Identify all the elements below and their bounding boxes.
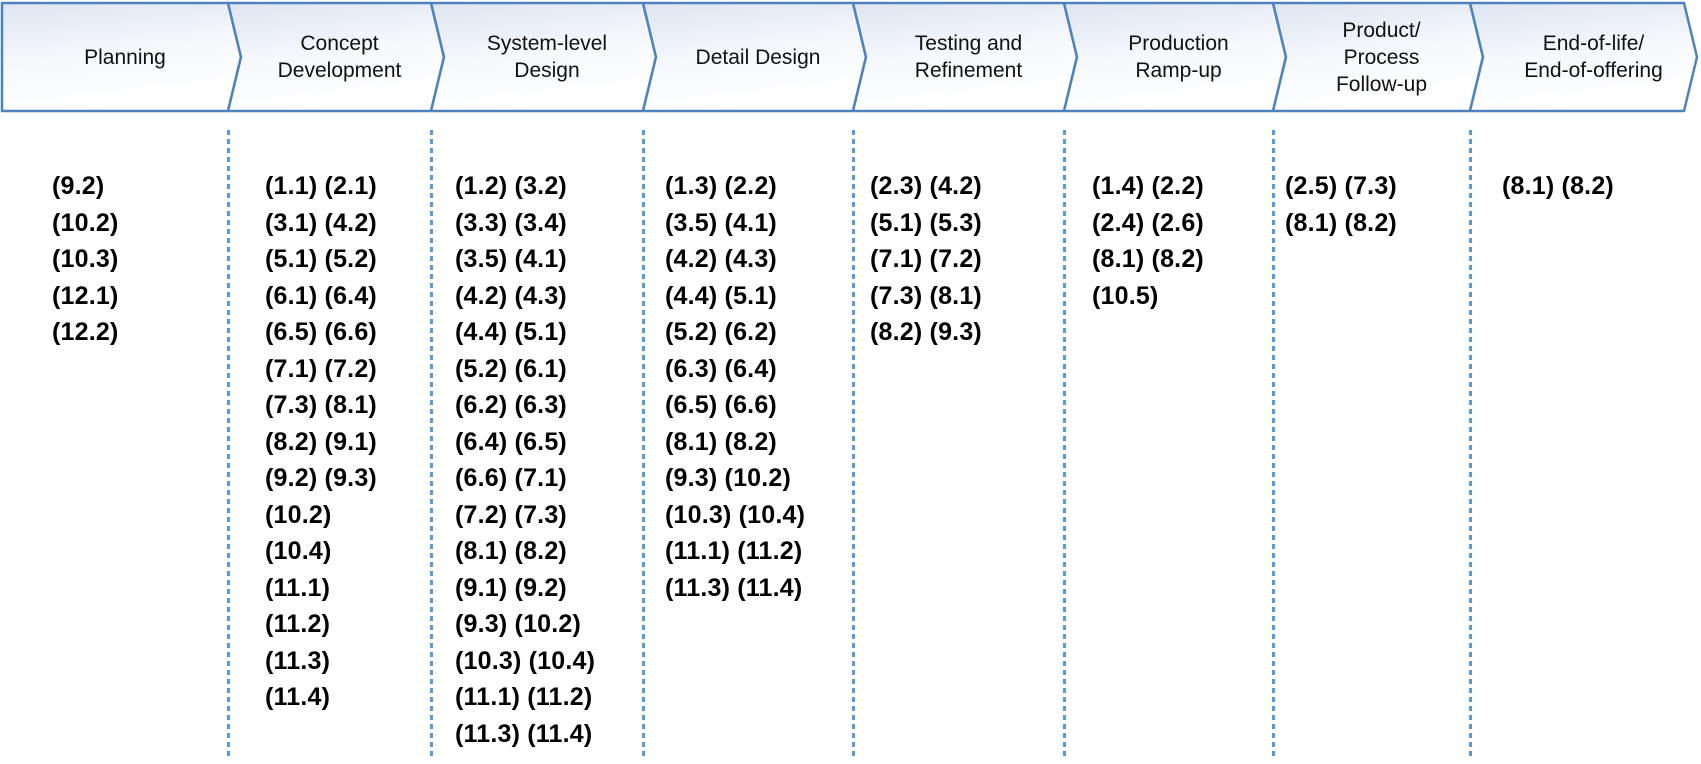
clause-ref-line: (11.1) (11.2) xyxy=(455,683,593,711)
clause-ref-line: (3.5) (4.1) xyxy=(455,245,567,273)
clause-ref-line: (8.1) (8.2) xyxy=(1285,208,1397,237)
clause-ref-line: (10.3) (10.4) xyxy=(665,500,806,529)
stage-column: (1.4) (2.2) (2.4) (2.6) (8.1) (8.2) (10.5) xyxy=(1092,168,1204,314)
clause-ref-line: (1.2) (3.2) xyxy=(455,172,567,200)
stage-chevron-shape xyxy=(1062,1,1288,113)
clause-ref-line: (2.5) (7.3) xyxy=(1285,172,1397,200)
clause-ref-line: (1.1) (2.1) xyxy=(265,172,377,200)
clause-ref-line: (6.5) (6.6) xyxy=(665,391,777,419)
clause-ref-line: (11.1) xyxy=(265,573,331,602)
clause-ref-line: (4.2) (4.3) xyxy=(665,245,777,273)
clause-ref-line: (5.1) (5.3) xyxy=(870,208,982,237)
clause-ref-line: (3.1) (4.2) xyxy=(265,208,377,237)
clause-ref-line: (6.3) (6.4) xyxy=(665,354,777,383)
clause-ref-line: (2.4) (2.6) xyxy=(1092,208,1204,237)
clause-ref-line: (5.2) (6.1) xyxy=(455,354,567,383)
stage-column: (1.2) (3.2) (3.3) (3.4) (3.5) (4.1) (4.2) (… xyxy=(455,168,595,752)
clause-ref-line: (3.3) (3.4) xyxy=(455,208,567,237)
stage-chevron-shape xyxy=(1468,1,1699,113)
clause-ref-line: (10.2) xyxy=(52,208,119,237)
clause-ref-line: (7.3) (8.1) xyxy=(265,391,377,419)
stage-chevron-shape xyxy=(429,1,658,113)
clause-ref-line: (3.5) (4.1) xyxy=(665,208,777,237)
clause-ref-line: (10.3) (10.4) xyxy=(455,646,596,675)
stage-column: (9.2) (10.2) (10.3) (12.1) (12.2) xyxy=(52,168,119,351)
stage-chevron-shape xyxy=(851,1,1079,113)
clause-ref-line: (6.2) (6.3) xyxy=(455,391,567,419)
clause-ref-line: (6.4) (6.5) xyxy=(455,427,567,456)
clause-ref-line: (7.1) (7.2) xyxy=(265,354,377,383)
column-separator xyxy=(1469,130,1472,757)
clause-ref-line: (9.3) (10.2) xyxy=(665,464,792,492)
stage-column: (8.1) (8.2) xyxy=(1502,168,1614,205)
clause-ref-line: (4.4) (5.1) xyxy=(455,318,567,346)
stage-column: (1.1) (2.1) (3.1) (4.2) (5.1) (5.2) (6.1) (… xyxy=(265,168,377,716)
clause-ref-line: (7.3) (8.1) xyxy=(870,281,982,310)
clause-ref-line: (6.1) (6.4) xyxy=(265,281,377,310)
clause-ref-line: (6.6) (7.1) xyxy=(455,464,567,492)
stage-chevron-shape xyxy=(0,1,243,113)
stage-chevron-shape xyxy=(641,1,868,113)
clause-ref-line: (11.3) (11.4) xyxy=(455,719,593,748)
clause-ref-line: (10.2) xyxy=(265,500,332,529)
clause-ref-line: (12.1) xyxy=(52,281,119,310)
stage-chevron-shape xyxy=(1271,1,1485,113)
clause-ref-line: (4.2) (4.3) xyxy=(455,281,567,310)
clause-ref-line: (10.4) xyxy=(265,537,332,565)
stage-column: (2.3) (4.2) (5.1) (5.3) (7.1) (7.2) (7.3) (… xyxy=(870,168,982,351)
clause-ref-line: (8.1) (8.2) xyxy=(1502,172,1614,200)
clause-ref-line: (9.3) (10.2) xyxy=(455,610,582,638)
clause-ref-line: (7.1) (7.2) xyxy=(870,245,982,273)
stage-column: (1.3) (2.2) (3.5) (4.1) (4.2) (4.3) (4.4) (… xyxy=(665,168,805,606)
clause-ref-line: (1.3) (2.2) xyxy=(665,172,777,200)
clause-ref-line: (8.2) (9.1) xyxy=(265,427,377,456)
column-separator xyxy=(430,130,433,757)
column-separator xyxy=(1063,130,1066,757)
column-separator xyxy=(642,130,645,757)
stage-chevron-band xyxy=(0,1,1699,113)
clause-ref-line: (2.3) (4.2) xyxy=(870,172,982,200)
clause-ref-line: (10.3) xyxy=(52,245,119,273)
clause-ref-line: (11.3) (11.4) xyxy=(665,573,803,602)
clause-ref-line: (11.3) xyxy=(265,646,331,675)
clause-ref-line: (9.2) xyxy=(52,172,105,200)
column-separator xyxy=(227,130,230,757)
stage-column: (2.5) (7.3) (8.1) (8.2) xyxy=(1285,168,1397,241)
stage-chevron-shape xyxy=(226,1,446,113)
clause-ref-line: (12.2) xyxy=(52,318,119,346)
clause-ref-line: (9.2) (9.3) xyxy=(265,464,377,492)
clause-ref-line: (8.1) (8.2) xyxy=(1092,245,1204,273)
clause-ref-line: (4.4) (5.1) xyxy=(665,281,777,310)
clause-ref-line: (1.4) (2.2) xyxy=(1092,172,1204,200)
clause-ref-line: (11.1) (11.2) xyxy=(665,537,803,565)
clause-ref-line: (7.2) (7.3) xyxy=(455,500,567,529)
clause-ref-line: (6.5) (6.6) xyxy=(265,318,377,346)
clause-ref-line: (8.2) (9.3) xyxy=(870,318,982,346)
column-separator xyxy=(852,130,855,757)
clause-ref-line: (11.2) xyxy=(265,610,331,638)
clause-ref-line: (5.2) (6.2) xyxy=(665,318,777,346)
clause-ref-line: (11.4) xyxy=(265,683,331,711)
clause-ref-line: (5.1) (5.2) xyxy=(265,245,377,273)
clause-ref-line: (8.1) (8.2) xyxy=(665,427,777,456)
clause-ref-line: (8.1) (8.2) xyxy=(455,537,567,565)
column-separator xyxy=(1272,130,1275,757)
clause-ref-line: (10.5) xyxy=(1092,281,1159,310)
clause-ref-line: (9.1) (9.2) xyxy=(455,573,567,602)
